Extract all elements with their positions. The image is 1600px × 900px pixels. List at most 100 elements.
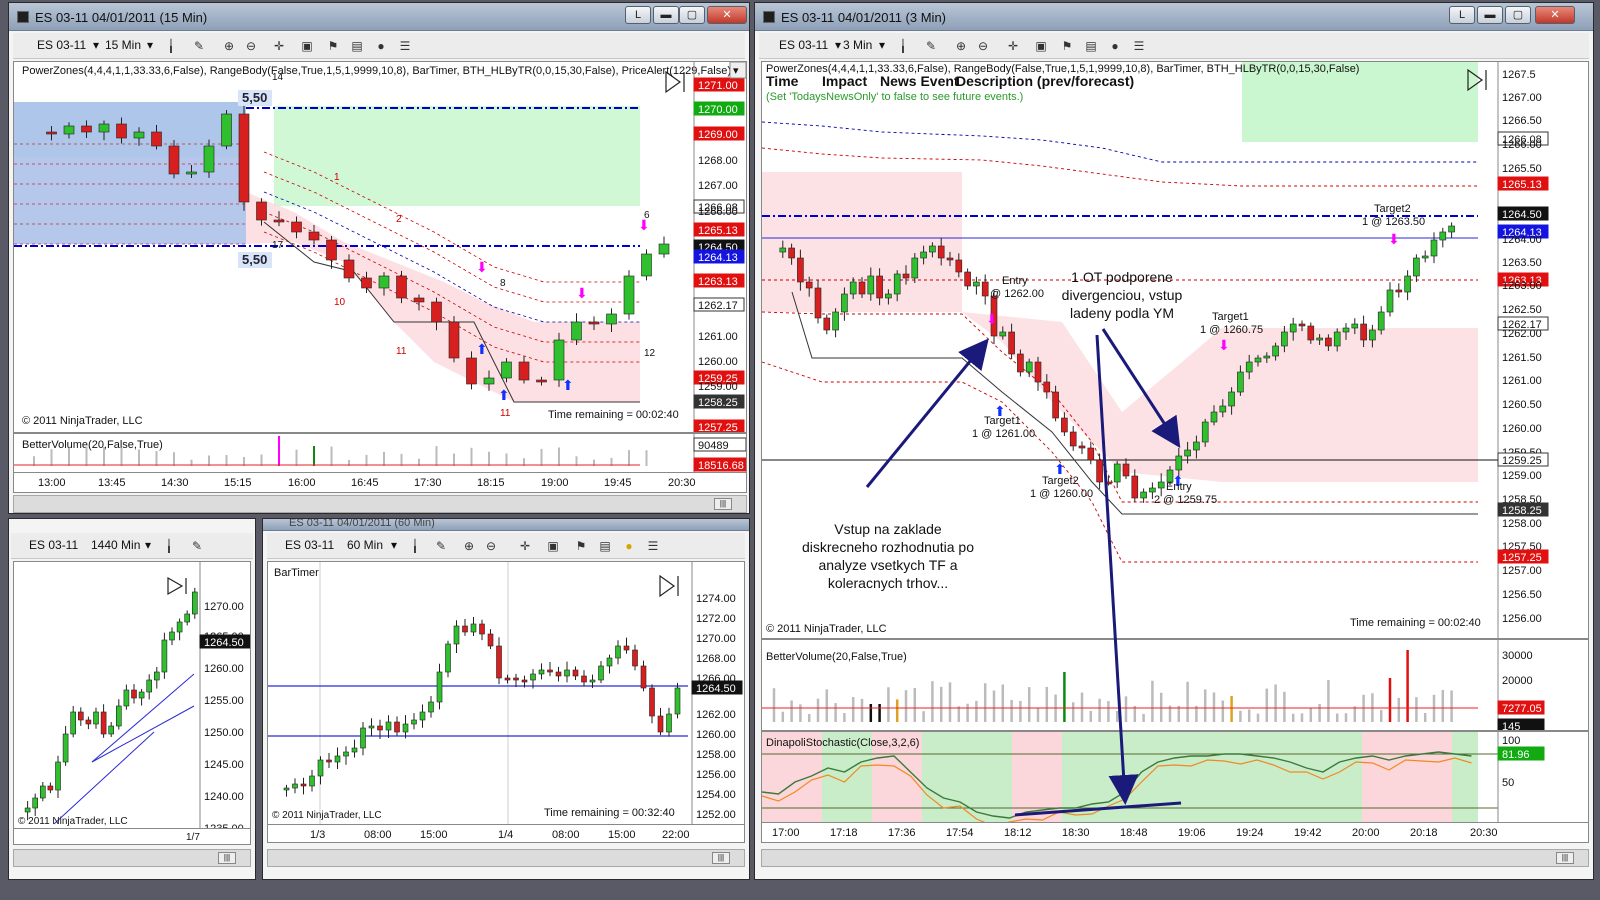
close-button[interactable]: ✕ bbox=[1535, 6, 1575, 24]
chevron-down-icon[interactable]: ▾ bbox=[391, 538, 398, 552]
interval-selector[interactable]: 15 Min bbox=[105, 38, 142, 52]
play-icon[interactable] bbox=[659, 574, 676, 598]
drawing-pen-icon[interactable]: ✎ bbox=[193, 39, 205, 53]
time-axis: 1/7 bbox=[13, 829, 251, 845]
horizontal-scrollbar[interactable]: ||| bbox=[13, 495, 747, 513]
instrument-selector[interactable]: ES 03-11 bbox=[29, 538, 79, 552]
bar-type-icon[interactable]: ╽ bbox=[411, 539, 419, 553]
scroll-thumb[interactable]: ||| bbox=[712, 852, 730, 864]
zoom-out-icon[interactable]: ⊖ bbox=[977, 39, 989, 53]
volume-panel[interactable]: BetterVolume(20,False,True) 90489 18516.68 bbox=[13, 433, 747, 473]
w4-candle bbox=[999, 331, 1007, 337]
crosshair-icon[interactable]: ✛ bbox=[273, 39, 285, 53]
drawing-pen-icon[interactable]: ✎ bbox=[925, 39, 937, 53]
minimize-button[interactable]: ▬ bbox=[1477, 6, 1503, 24]
instrument-selector[interactable]: ES 03-11 bbox=[779, 38, 829, 52]
close-button[interactable]: ✕ bbox=[707, 6, 747, 24]
drawing-pen-icon[interactable]: ✎ bbox=[435, 539, 447, 553]
chart-toolbar: ES 03-11 ▾ 15 Min ▾ ╽ ✎ ⊕ ⊖ ✛ ▣ ⚑ ▤ ● ☰ bbox=[13, 33, 745, 59]
chevron-down-icon[interactable]: ▾ bbox=[835, 38, 842, 52]
trend-line bbox=[91, 705, 195, 763]
restore-button[interactable]: L bbox=[1449, 6, 1475, 24]
window-titlebar[interactable]: ES 03-11 04/01/2011 (60 Min) bbox=[263, 519, 749, 531]
chart-window-60min[interactable]: ES 03-11 04/01/2011 (60 Min) ES 03-11 60… bbox=[262, 518, 750, 880]
scroll-thumb[interactable]: ||| bbox=[218, 852, 236, 864]
properties-icon[interactable]: ▣ bbox=[301, 39, 313, 53]
w3-candle bbox=[572, 669, 579, 677]
bar-type-icon[interactable]: ╽ bbox=[167, 39, 175, 53]
w3-candle bbox=[555, 671, 562, 677]
chevron-down-icon[interactable]: ▾ bbox=[147, 38, 154, 52]
w1-candle bbox=[396, 275, 407, 299]
globe-icon[interactable]: ● bbox=[377, 39, 385, 53]
data-box-icon[interactable]: ☰ bbox=[647, 539, 659, 553]
chevron-down-icon[interactable]: ▾ bbox=[145, 538, 152, 552]
horizontal-scrollbar[interactable]: ||| bbox=[761, 849, 1589, 867]
play-icon[interactable] bbox=[665, 70, 682, 94]
interval-selector[interactable]: 1440 Min bbox=[91, 538, 141, 552]
price-axis-label: 1256.50 bbox=[1502, 589, 1542, 601]
indicators-icon[interactable]: ▤ bbox=[1085, 39, 1097, 53]
indicators-icon[interactable]: ▤ bbox=[599, 539, 611, 553]
coin-icon[interactable]: ● bbox=[625, 539, 633, 553]
price-panel[interactable]: © 2011 NinjaTrader, LLC1270.001265.00126… bbox=[13, 561, 251, 835]
drawing-pen-icon[interactable]: ✎ bbox=[191, 539, 203, 553]
bar-type-icon[interactable]: ╽ bbox=[165, 539, 173, 553]
w4-candle bbox=[1113, 463, 1121, 483]
strategy-icon[interactable]: ⚑ bbox=[327, 39, 339, 53]
maximize-button[interactable]: ▢ bbox=[1505, 6, 1531, 24]
instrument-selector[interactable]: ES 03-11 bbox=[37, 38, 87, 52]
strategy-icon[interactable]: ⚑ bbox=[1061, 39, 1073, 53]
zoom-out-icon[interactable]: ⊖ bbox=[245, 39, 257, 53]
app-icon bbox=[763, 11, 775, 23]
bar-type-icon[interactable]: ╽ bbox=[899, 39, 907, 53]
scroll-thumb[interactable]: ||| bbox=[714, 498, 732, 510]
chevron-down-icon[interactable]: ▾ bbox=[733, 65, 739, 77]
instrument-selector[interactable]: ES 03-11 bbox=[285, 538, 335, 552]
chevron-down-icon[interactable]: ▾ bbox=[93, 38, 100, 52]
minimize-button[interactable]: ▬ bbox=[653, 6, 679, 24]
chart-window-15min[interactable]: ES 03-11 04/01/2011 (15 Min) L ▬ ▢ ✕ ES … bbox=[8, 2, 750, 514]
crosshair-icon[interactable]: ✛ bbox=[1007, 39, 1019, 53]
price-panel[interactable]: BarTimer © 2011 NinjaTrader, LLC Time rema… bbox=[267, 561, 745, 841]
volume-panel[interactable]: BetterVolume(20,False,True)3000020000100… bbox=[761, 639, 1589, 733]
restore-button[interactable]: L bbox=[625, 6, 651, 24]
properties-icon[interactable]: ▣ bbox=[1035, 39, 1047, 53]
price-label-bg bbox=[693, 394, 745, 409]
price-panel[interactable]: ⬇ ⬇ ⬇ ⬆ ⬆ ⬆ Entry @ 1262.00 Target1 1 @ 1261.00 Ta… bbox=[761, 61, 1589, 639]
indicators-icon[interactable]: ▤ bbox=[351, 39, 363, 53]
zoom-in-icon[interactable]: ⊕ bbox=[463, 539, 475, 553]
price-axis-label: 81.96 bbox=[1502, 749, 1530, 761]
play-icon[interactable] bbox=[167, 576, 184, 596]
zoom-in-icon[interactable]: ⊕ bbox=[223, 39, 235, 53]
properties-icon[interactable]: ▣ bbox=[547, 539, 559, 553]
zoom-out-icon[interactable]: ⊖ bbox=[485, 539, 497, 553]
maximize-button[interactable]: ▢ bbox=[679, 6, 705, 24]
stochastic-panel[interactable]: DinapoliStochastic(Close,3,2,6) 100 81.96 5… bbox=[761, 731, 1589, 827]
price-axis-label: 1235.00 bbox=[204, 823, 244, 828]
price-panel[interactable]: 14 1 2 10 11 17 8 11 6 12 5,50 5,50 ⬇ ⬇ ⬇ ⬆ ⬆ ⬆ PowerZones… bbox=[13, 61, 747, 434]
data-box-icon[interactable]: ☰ bbox=[399, 39, 411, 53]
chevron-down-icon[interactable]: ▾ bbox=[879, 38, 886, 52]
chart-window-3min[interactable]: ES 03-11 04/01/2011 (3 Min) L ▬ ▢ ✕ ES 0… bbox=[754, 2, 1594, 880]
data-box-icon[interactable]: ☰ bbox=[1133, 39, 1145, 53]
globe-icon[interactable]: ● bbox=[1111, 39, 1119, 53]
window-titlebar[interactable]: ES 03-11 04/01/2011 (3 Min) L ▬ ▢ ✕ bbox=[755, 3, 1593, 31]
horizontal-scrollbar[interactable]: ||| bbox=[267, 849, 745, 867]
window-titlebar[interactable]: ES 03-11 04/01/2011 (15 Min) L ▬ ▢ ✕ bbox=[9, 3, 749, 31]
interval-selector[interactable]: 3 Min bbox=[843, 38, 873, 52]
crosshair-icon[interactable]: ✛ bbox=[519, 539, 531, 553]
strategy-icon[interactable]: ⚑ bbox=[575, 539, 587, 553]
sell-arrow-icon: ⬇ bbox=[638, 217, 650, 233]
play-icon[interactable] bbox=[1467, 68, 1484, 92]
chart-window-1440min[interactable]: ES 03-11 1440 Min ▾ ╽ ✎ © 2011 NinjaTrad… bbox=[8, 518, 256, 880]
horizontal-scrollbar[interactable]: ||| bbox=[13, 849, 251, 867]
w1-candle bbox=[641, 253, 652, 277]
price-axis-label: 1269.00 bbox=[698, 129, 738, 141]
zoom-in-icon[interactable]: ⊕ bbox=[955, 39, 967, 53]
scroll-thumb[interactable]: ||| bbox=[1556, 852, 1574, 864]
interval-selector[interactable]: 60 Min bbox=[347, 538, 384, 552]
time-axis-label: 1/3 bbox=[310, 829, 325, 841]
w3-candle bbox=[470, 623, 477, 633]
time-axis-label: 08:00 bbox=[364, 829, 392, 841]
